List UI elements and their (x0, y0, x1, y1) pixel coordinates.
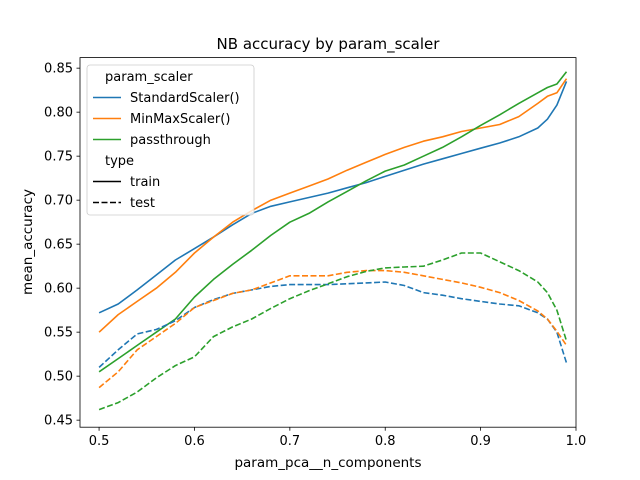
legend-entry-label: passthrough (130, 133, 211, 148)
series-line-minmaxscaler-train (98, 78, 568, 333)
y-tick-label: 0.70 (44, 194, 73, 209)
series-layer (98, 71, 568, 411)
y-tick-label: 0.45 (44, 414, 73, 429)
y-axis-label: mean_accuracy (20, 189, 36, 295)
legend-entry-label: StandardScaler() (130, 91, 240, 106)
plot-frame (79, 57, 577, 428)
series-line-standardscaler-test (98, 281, 568, 368)
legend-entry-label: MinMaxScaler() (130, 112, 230, 127)
x-tick-label: 0.7 (280, 434, 301, 449)
x-tick-label: 0.5 (89, 434, 110, 449)
series-line-standardscaler-train (98, 81, 568, 314)
y-tick-label: 0.75 (44, 150, 73, 165)
legend-hue-title: param_scaler (105, 70, 193, 85)
x-tick-label: 0.8 (375, 434, 396, 449)
y-tick-label: 0.65 (44, 238, 73, 253)
series-line-passthrough-train (98, 71, 568, 373)
x-tick-label: 0.9 (470, 434, 491, 449)
legend-box (86, 64, 255, 216)
legend-entry-label: test (130, 196, 155, 211)
y-tick-label: 0.60 (44, 282, 73, 297)
y-tick-label: 0.55 (44, 326, 73, 341)
series-line-minmaxscaler-test (98, 269, 568, 389)
x-axis-label: param_pca__n_components (234, 455, 421, 471)
legend-entry-label: train (130, 175, 160, 190)
chart-title: NB accuracy by param_scaler (217, 35, 441, 54)
series-line-passthrough-test (98, 252, 568, 411)
legend-style-title: type (105, 154, 134, 169)
y-tick-label: 0.85 (44, 62, 73, 77)
axes: 0.5 0.6 0.7 0.8 0.9 1.0 0.45 0.50 0.55 0.60 0.65 0.… (44, 62, 586, 450)
y-tick-label: 0.80 (44, 106, 73, 121)
y-tick-label: 0.50 (44, 370, 73, 385)
x-tick-label: 0.6 (184, 434, 205, 449)
legend: param_scaler StandardScaler() MinMaxScaler… (86, 64, 255, 216)
x-tick-label: 1.0 (566, 434, 587, 449)
